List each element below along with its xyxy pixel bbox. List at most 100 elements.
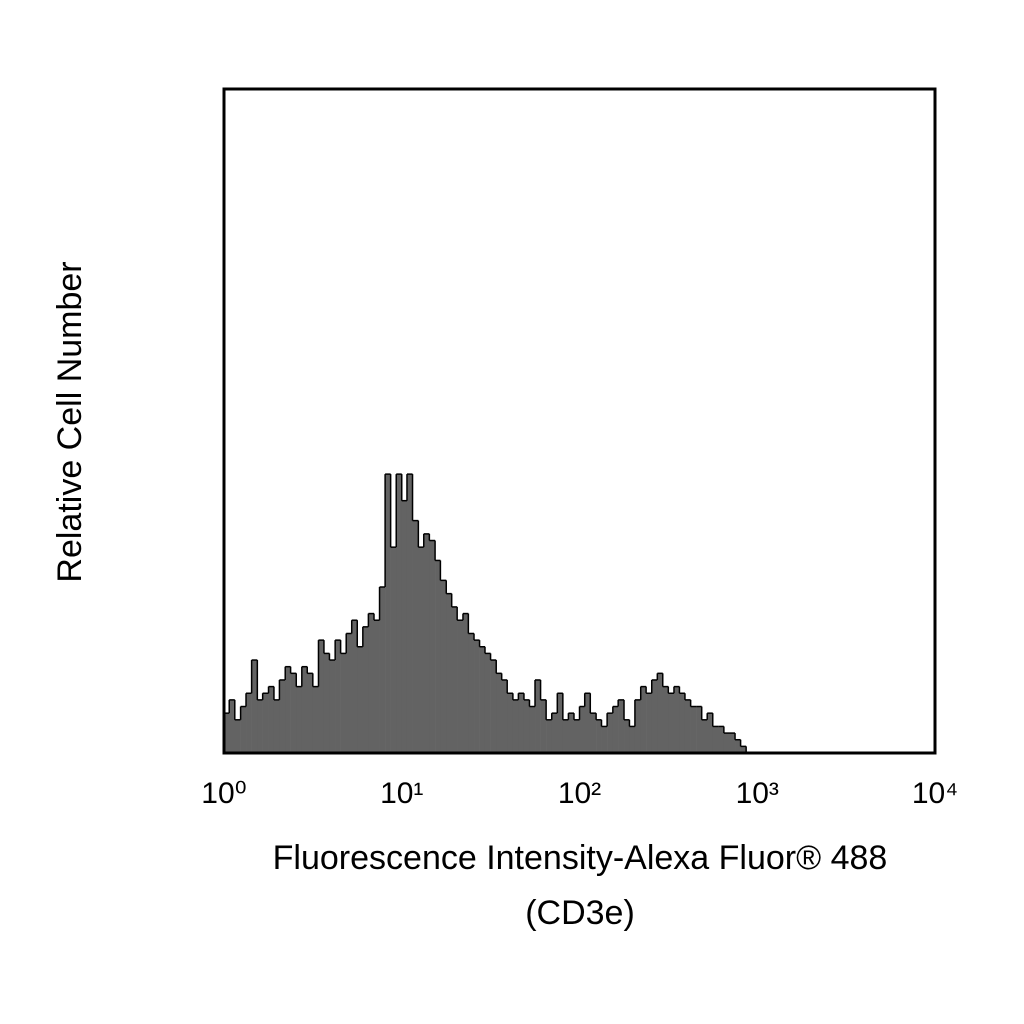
bar [368, 613, 375, 753]
bar [357, 646, 364, 753]
bar [729, 733, 736, 753]
bar [329, 660, 336, 753]
bar [546, 719, 553, 753]
x-tick-label: 10⁴ [912, 777, 958, 810]
bar [651, 679, 658, 753]
bar [512, 699, 519, 753]
bar [273, 699, 280, 753]
bar [290, 673, 297, 753]
bar [701, 719, 708, 753]
bar [684, 699, 691, 753]
x-axis-label: Fluorescence Intensity-Alexa Fluor® 488 [273, 839, 888, 877]
bar [646, 693, 653, 753]
bar [529, 706, 536, 753]
bar [268, 686, 275, 753]
bar [740, 746, 747, 753]
bar [246, 693, 252, 753]
bar [579, 706, 586, 753]
bar [640, 686, 647, 753]
bar [435, 560, 441, 753]
bar [474, 640, 480, 753]
bar [385, 474, 391, 753]
bar [335, 640, 341, 753]
bar [451, 606, 458, 753]
bar [312, 686, 319, 753]
x-tick-label: 10⁰ [201, 777, 246, 810]
bar [535, 679, 541, 753]
bar [429, 540, 436, 753]
bar [707, 713, 714, 753]
bar [462, 613, 469, 753]
plot-frame [222, 87, 937, 755]
bar [406, 474, 413, 753]
bar [362, 626, 369, 753]
bar [557, 693, 564, 753]
bar [234, 719, 241, 753]
bar [562, 719, 569, 753]
bar [468, 633, 475, 753]
bar [479, 646, 486, 753]
bar [323, 653, 330, 753]
bar [523, 699, 530, 753]
bar [601, 726, 608, 753]
bar [507, 693, 514, 753]
bar [607, 713, 614, 753]
bar [423, 533, 430, 753]
bar [612, 706, 619, 753]
bar [496, 673, 502, 753]
bar [712, 726, 719, 753]
bar [501, 679, 508, 753]
bar [440, 580, 447, 753]
bar [490, 660, 497, 753]
bar [351, 620, 358, 753]
bar [307, 673, 314, 753]
bar [340, 653, 347, 753]
bar [584, 693, 591, 753]
bar [229, 699, 236, 753]
bar [629, 726, 636, 753]
bar [457, 620, 464, 753]
bar [346, 633, 353, 753]
bar [690, 706, 697, 753]
bar [668, 693, 675, 753]
bar [596, 719, 602, 753]
bar [618, 699, 625, 753]
bar [624, 719, 630, 753]
bar [301, 666, 308, 753]
bar [412, 520, 419, 753]
bar [551, 713, 558, 753]
bar [573, 719, 580, 753]
bar [240, 706, 247, 753]
bar [484, 653, 491, 753]
bar [379, 587, 386, 753]
bar [262, 693, 269, 753]
bar [224, 713, 230, 753]
y-axis-label: Relative Cell Number [51, 261, 89, 582]
x-tick-label: 10¹ [380, 777, 423, 810]
bar [296, 686, 303, 753]
bar [279, 679, 286, 753]
bar [662, 686, 669, 753]
bar [723, 733, 730, 753]
bar [540, 699, 547, 753]
bar [518, 693, 525, 753]
bar [696, 706, 703, 753]
bar [373, 620, 380, 753]
bar [568, 713, 575, 753]
bar [401, 500, 408, 753]
bar [251, 660, 258, 753]
x-axis-label: (CD3e) [525, 894, 635, 932]
bar [657, 673, 664, 753]
bar [257, 699, 263, 753]
bar [285, 666, 291, 753]
x-tick-label: 10³ [736, 777, 779, 810]
bar [418, 547, 425, 753]
bar [679, 693, 686, 753]
plot-area [224, 473, 758, 754]
bar [446, 593, 453, 753]
bar [390, 547, 397, 753]
bar [634, 699, 642, 753]
bar [735, 739, 741, 753]
bar [590, 713, 597, 753]
